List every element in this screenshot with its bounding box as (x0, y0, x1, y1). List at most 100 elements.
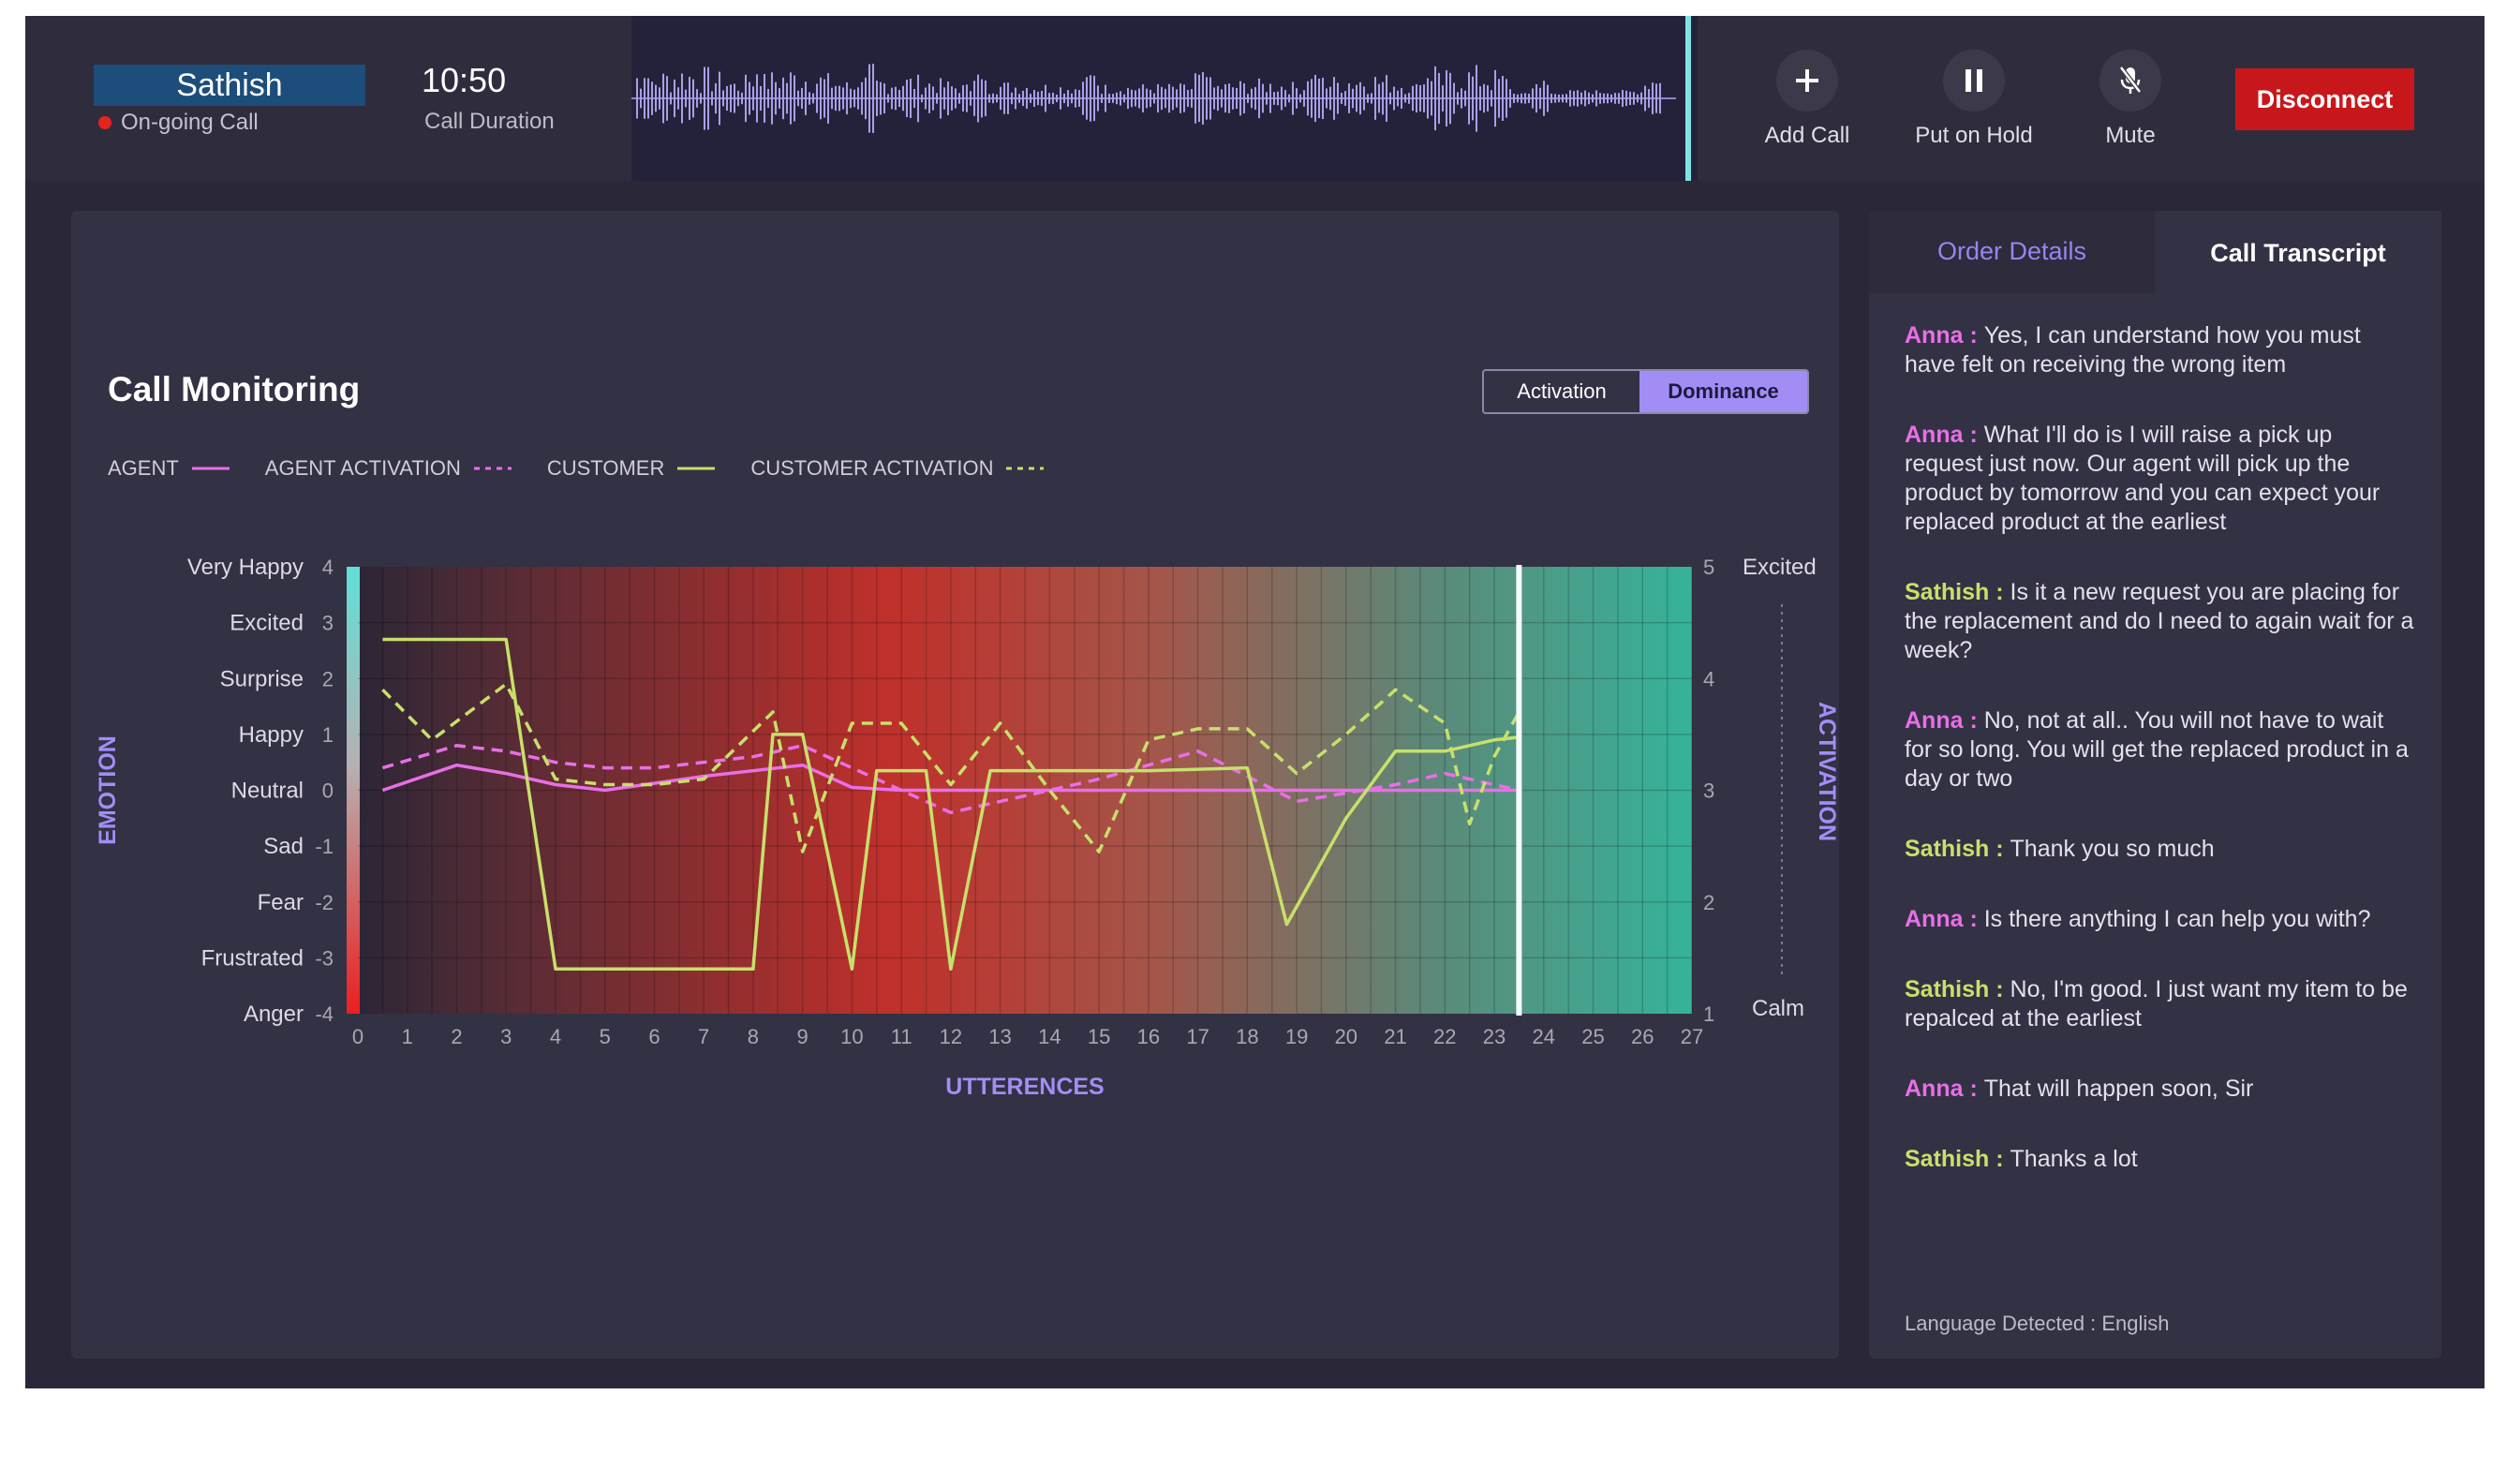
y-axis-title: EMOTION (95, 735, 121, 845)
language-detected: Language Detected : English (1905, 1312, 2170, 1335)
x-tick-label: 6 (648, 1025, 660, 1048)
y2-bottom-label: Calm (1752, 996, 1804, 1021)
x-tick-label: 2 (451, 1025, 462, 1048)
y-tick-label: Frustrated (201, 945, 304, 971)
x-tick-label: 5 (600, 1025, 611, 1048)
message-text: Thank you so much (2010, 836, 2215, 862)
transcript-list: Anna : Yes, I can understand how you mus… (1905, 321, 2415, 1174)
add-call-button[interactable]: Add Call (1732, 50, 1882, 149)
y-tick-value: -1 (315, 835, 334, 858)
message-speaker: Anna : (1905, 422, 1984, 448)
y-tick-value: 3 (322, 612, 334, 635)
call-status: On-going Call (98, 110, 259, 136)
y-tick-label: Anger (244, 1002, 304, 1027)
call-header: Sathish On-going Call 10:50 Call Duratio… (25, 16, 2485, 181)
x-tick-label: 13 (988, 1025, 1011, 1048)
call-duration-label: Call Duration (424, 109, 555, 134)
y-tick-label: Excited (230, 611, 304, 636)
x-tick-label: 21 (1384, 1025, 1406, 1048)
x-tick-label: 14 (1038, 1025, 1061, 1048)
hold-label: Put on Hold (1915, 123, 2033, 148)
message-speaker: Sathish : (1905, 1146, 2010, 1172)
x-tick-label: 7 (698, 1025, 709, 1048)
disconnect-button[interactable]: Disconnect (2235, 68, 2414, 130)
audio-waveform[interactable] (631, 16, 1698, 181)
message-text: Is there anything I can help you with? (1983, 906, 2371, 932)
mic-off-icon (2099, 50, 2161, 111)
message-text: Is it a new request you are placing for … (1905, 579, 2414, 663)
transcript-message: Anna : Yes, I can understand how you mus… (1905, 321, 2415, 379)
side-tabs: Order Details Call Transcript (1869, 211, 2441, 293)
mute-button[interactable]: Mute (2055, 50, 2205, 149)
legend-agent: AGENT (108, 456, 230, 481)
call-status-text: On-going Call (121, 110, 259, 135)
legend-customer-swatch (677, 467, 716, 470)
message-text: No, not at all.. You will not have to wa… (1905, 707, 2409, 792)
legend-agent-activation-label: AGENT ACTIVATION (264, 456, 461, 480)
message-text: Thanks a lot (2010, 1146, 2138, 1172)
message-speaker: Anna : (1905, 1076, 1984, 1102)
y-tick-value: -3 (315, 946, 334, 970)
y-tick-value: -2 (315, 891, 334, 914)
x-tick-label: 16 (1137, 1025, 1160, 1048)
y-tick-label: Neutral (231, 779, 304, 804)
x-tick-label: 0 (352, 1025, 363, 1048)
toggle-dominance[interactable]: Dominance (1639, 371, 1807, 412)
tab-order-details[interactable]: Order Details (1936, 237, 2087, 265)
call-monitoring-app: Sathish On-going Call 10:50 Call Duratio… (25, 16, 2485, 1388)
transcript-message: Sathish : Thank you so much (1905, 835, 2415, 864)
x-tick-label: 15 (1088, 1025, 1110, 1048)
waveform-graphic (631, 16, 1691, 181)
y2-tick-label: 2 (1703, 891, 1714, 914)
y2-top-label: Excited (1743, 555, 1817, 580)
x-tick-label: 25 (1581, 1025, 1604, 1048)
message-speaker: Sathish : (1905, 976, 2010, 1002)
legend-agent-activation: AGENT ACTIVATION (265, 456, 512, 481)
series-line-agent-activation (381, 744, 1520, 815)
message-speaker: Anna : (1905, 906, 1984, 932)
toggle-activation[interactable]: Activation (1517, 379, 1607, 403)
series-line-customer (382, 637, 1520, 972)
y-tick-label: Surprise (220, 666, 304, 691)
x-tick-label: 19 (1285, 1025, 1308, 1048)
message-speaker: Sathish : (1905, 579, 2010, 605)
call-duration: 10:50 (422, 61, 507, 99)
x-tick-label: 27 (1681, 1025, 1703, 1048)
legend-agent-activation-swatch (473, 467, 512, 470)
hold-button[interactable]: Put on Hold (1899, 50, 2049, 149)
legend-customer-activation: CUSTOMER ACTIVATION (750, 456, 1045, 481)
x-tick-label: 9 (797, 1025, 808, 1048)
y2-tick-label: 1 (1703, 1002, 1714, 1026)
x-tick-label: 11 (891, 1025, 912, 1048)
message-speaker: Anna : (1905, 707, 1984, 734)
y-tick-label: Very Happy (187, 555, 304, 580)
metric-toggle: Activation Dominance (1482, 369, 1809, 414)
x-tick-label: 23 (1483, 1025, 1506, 1048)
legend-agent-label: AGENT (108, 456, 179, 480)
y-tick-label: Fear (258, 890, 304, 915)
emotion-scale-bar (347, 567, 360, 1014)
transcript-message: Sathish : Is it a new request you are pl… (1905, 578, 2415, 665)
tab-call-transcript[interactable]: Call Transcript (2155, 211, 2441, 293)
message-speaker: Anna : (1905, 322, 1984, 349)
y2-tick-label: 4 (1703, 667, 1714, 690)
plus-icon (1776, 50, 1838, 111)
y-tick-value: 1 (322, 723, 334, 747)
x-axis-title: UTTERENCES (945, 1074, 1104, 1100)
series-line-customer-activation (381, 682, 1521, 853)
side-panel: Order Details Call Transcript Anna : Yes… (1869, 211, 2441, 1358)
y-tick-value: 0 (322, 779, 334, 803)
x-tick-label: 17 (1186, 1025, 1209, 1048)
x-tick-label: 22 (1433, 1025, 1456, 1048)
y-tick-label: Happy (239, 722, 304, 748)
y2-tick-label: 3 (1703, 779, 1714, 803)
chart-legend: AGENT AGENT ACTIVATION CUSTOMER CUSTOMER… (108, 456, 1079, 481)
call-monitoring-panel: 0 1 2 3 4 5 6 7 8 9 10 11 12 13 14 15 16 17 18 19 20 21 22 23 24… (71, 211, 1839, 1358)
x-tick-label: 3 (500, 1025, 512, 1048)
monitor-title: Call Monitoring (108, 370, 361, 408)
x-tick-label: 20 (1335, 1025, 1357, 1048)
message-text: No, I'm good. I just want my item to be … (1905, 976, 2408, 1031)
y-tick-label: Sad (263, 834, 304, 859)
legend-customer: CUSTOMER (547, 456, 716, 481)
red-dot-icon (98, 116, 111, 129)
